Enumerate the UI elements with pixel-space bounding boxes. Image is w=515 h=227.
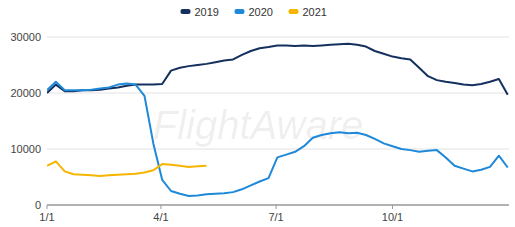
x-tick-label: 10/1 [382,211,403,223]
x-tick [392,205,393,209]
legend-label: 2021 [303,6,327,18]
x-tick-label: 1/1 [39,211,54,223]
grid-line [47,93,509,94]
legend: 2019 2020 2021 [181,6,327,18]
series-line [47,44,508,95]
legend-label: 2019 [195,6,219,18]
x-tick [160,205,161,209]
y-tick-label: 0 [35,199,41,211]
plot-area [47,44,508,196]
y-axis [47,37,48,205]
x-tick-label: 4/1 [153,211,168,223]
grid-line [47,37,509,38]
series-line [47,82,508,196]
legend-swatch [181,9,191,14]
y-tick-label: 30000 [10,31,41,43]
chart: FlightAware 0 10000 20000 30000 1/1 4/1 7/1 10/1… [0,0,515,227]
y-tick-label: 10000 [10,143,41,155]
y-tick-label: 20000 [10,87,41,99]
watermark: FlightAware [153,103,363,147]
series-line [47,161,206,176]
x-axis [47,205,509,206]
legend-label: 2020 [249,6,273,18]
x-tick-label: 7/1 [268,211,283,223]
grid-line [47,205,509,206]
x-tick [47,205,48,209]
legend-swatch [289,9,299,14]
grid-line [47,149,509,150]
x-tick [276,205,277,209]
legend-swatch [235,9,245,14]
